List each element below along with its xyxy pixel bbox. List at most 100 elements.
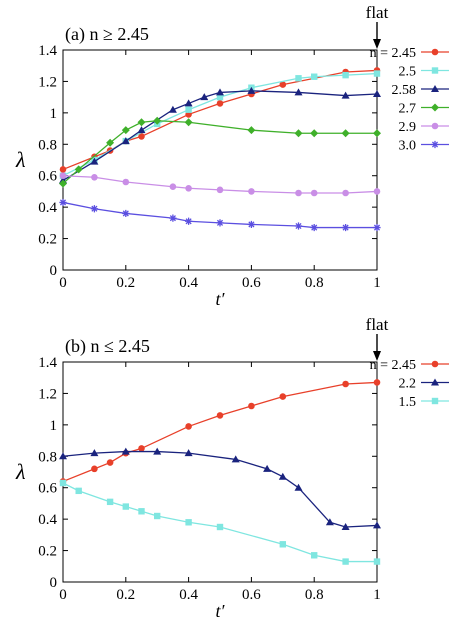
- data-point: [342, 189, 349, 197]
- data-point: [90, 449, 99, 457]
- data-point: [185, 184, 192, 192]
- legend-marker: [431, 103, 439, 112]
- y-axis-label: λ: [15, 459, 26, 484]
- data-point: [59, 172, 67, 180]
- data-point: [373, 379, 381, 386]
- data-point: [216, 523, 224, 531]
- data-point: [200, 93, 209, 101]
- data-point: [294, 483, 303, 491]
- data-point: [342, 223, 350, 232]
- legend-marker: [431, 85, 439, 92]
- y-tick-label: 0: [50, 263, 58, 279]
- data-point: [248, 402, 255, 410]
- legend-marker: [431, 397, 439, 405]
- data-point: [247, 126, 256, 135]
- data-point: [185, 519, 192, 526]
- data-point: [153, 116, 162, 125]
- data-point: [184, 99, 193, 107]
- data-point: [278, 472, 287, 480]
- data-point: [153, 447, 162, 455]
- series-4: [59, 172, 381, 197]
- data-point: [231, 455, 240, 463]
- data-point: [341, 91, 350, 99]
- data-point: [373, 70, 381, 77]
- y-axis-label: λ: [15, 147, 26, 172]
- data-point: [59, 179, 67, 188]
- x-tick-label: 0.4: [179, 275, 198, 291]
- legend-label: 3.0: [399, 139, 417, 154]
- data-point: [138, 133, 145, 140]
- series-line: [62, 482, 377, 563]
- legend-marker: [431, 67, 439, 74]
- data-point: [75, 487, 82, 495]
- y-tick-label: 0: [50, 575, 58, 591]
- flat-arrow-head: [373, 39, 381, 49]
- data-point: [294, 88, 303, 96]
- data-point: [310, 223, 318, 232]
- data-point: [294, 129, 303, 138]
- data-point: [169, 183, 177, 191]
- data-point: [295, 75, 302, 82]
- y-tick-label: 0.2: [38, 232, 57, 248]
- data-point: [184, 118, 193, 127]
- data-point: [185, 106, 192, 113]
- chart-panel-a: 0 0.2 0.4 0.6 0.8 1 1.2 1.4 0 0.2 0.4 0.6 0.8 1 t′ λ (a)…: [15, 3, 449, 309]
- series-3: [59, 116, 381, 188]
- data-point: [311, 73, 318, 80]
- series-line: [62, 69, 378, 171]
- legend-label: 2.7: [399, 102, 417, 117]
- data-point: [168, 105, 177, 113]
- y-tick-label: 0.8: [38, 137, 57, 153]
- data-point: [59, 198, 67, 207]
- series-2: [59, 86, 381, 184]
- data-point: [74, 165, 83, 174]
- x-tick-label: 0.6: [242, 587, 261, 603]
- chart-panel-b: 0 0.2 0.4 0.6 0.8 1 1.2 1.4 0 0.2 0.4 0.6 0.8 1 t′ λ (b)…: [15, 315, 449, 621]
- data-point: [185, 217, 193, 225]
- data-point: [341, 523, 350, 530]
- data-point: [137, 126, 146, 134]
- data-point: [59, 479, 67, 487]
- x-tick-label: 0.2: [116, 587, 135, 603]
- data-point: [373, 188, 381, 195]
- data-point: [248, 188, 255, 195]
- series-5: [59, 198, 381, 232]
- panel-title: (b) n ≤ 2.45: [65, 336, 150, 357]
- x-tick-label: 1: [373, 587, 381, 603]
- y-tick-label: 1.2: [38, 386, 57, 402]
- data-point: [185, 423, 192, 430]
- data-point: [90, 157, 99, 165]
- series-line: [62, 90, 378, 181]
- x-tick-label: 0.8: [305, 587, 324, 603]
- legend-marker: [431, 140, 439, 149]
- data-point: [121, 447, 130, 455]
- data-point: [184, 449, 193, 457]
- data-point: [106, 498, 114, 506]
- legend-marker: [431, 378, 439, 386]
- data-point: [279, 393, 287, 400]
- legend-marker: [431, 48, 439, 56]
- plot-frame: [62, 361, 378, 583]
- data-point: [216, 100, 224, 107]
- legend-label: 2.2: [399, 377, 417, 392]
- data-point: [122, 503, 129, 510]
- x-tick-label: 0.6: [242, 275, 261, 291]
- series-0: [59, 379, 381, 485]
- y-tick-label: 1: [50, 418, 58, 434]
- y-tick-label: 1.4: [38, 43, 57, 59]
- data-point: [311, 552, 318, 559]
- y-tick-label: 0.2: [38, 544, 57, 560]
- data-point: [122, 178, 130, 186]
- series-1: [59, 447, 381, 530]
- legend-label: 2.5: [399, 65, 417, 80]
- y-tick-label: 0.6: [38, 169, 57, 185]
- data-point: [106, 138, 115, 147]
- data-point: [59, 166, 67, 173]
- x-tick-label: 0.2: [116, 275, 135, 291]
- data-point: [247, 86, 256, 94]
- data-point: [169, 214, 177, 222]
- data-point: [342, 558, 349, 565]
- data-point: [373, 558, 381, 565]
- data-point: [310, 129, 319, 138]
